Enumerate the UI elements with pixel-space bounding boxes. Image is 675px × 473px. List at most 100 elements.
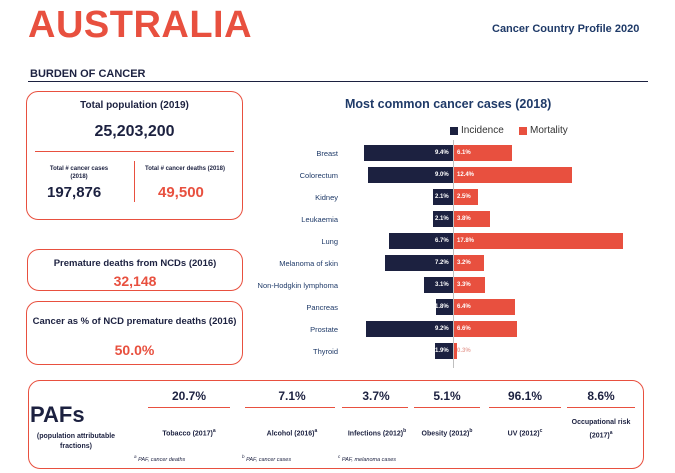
paf-subtitle: (population attributable fractions)	[36, 433, 116, 450]
incidence-bar-prostate	[365, 321, 453, 337]
paf-uv-line	[489, 407, 561, 408]
mortality-label-prostate: 6.6%	[457, 326, 471, 332]
mortality-label-kidney: 2.5%	[457, 194, 471, 200]
paf-obesity-label: Obesity (2012)	[421, 430, 470, 438]
chart-axis	[453, 140, 454, 368]
category-label-thyroid: Thyroid	[312, 347, 338, 356]
mortality-bar-leukaemia	[454, 211, 491, 227]
mortality-label-non-hodgkin-lymphoma: 3.3%	[457, 282, 471, 288]
incidence-bar-lung	[389, 233, 453, 249]
mortality-label-leukaemia: 3.8%	[457, 216, 471, 222]
paf-alcohol-value: 7.1%	[278, 389, 306, 403]
mortality-bar-thyroid	[454, 343, 457, 359]
legend-incidence-label: Incidence	[461, 125, 504, 136]
legend-mortality-swatch	[519, 126, 527, 135]
paf-note-b-sup: b	[242, 454, 245, 459]
paf-tobacco-label: Tobacco (2017)	[162, 430, 213, 438]
mortality-bar-kidney	[454, 189, 478, 205]
paf-infections-sup: b	[403, 428, 407, 434]
incidence-label-pancreas: 1.8%	[435, 304, 449, 310]
population-divider	[35, 151, 234, 152]
chart-title: Most common cancer cases (2018)	[345, 97, 552, 111]
incidence-bar-kidney	[433, 189, 453, 205]
paf-obesity-line	[414, 407, 480, 408]
mortality-label-thyroid: 0.3%	[457, 348, 471, 354]
incidence-label-kidney: 2.1%	[435, 194, 449, 200]
paf-occupational-value: 8.6%	[587, 389, 615, 403]
paf-note-a-sup: a	[134, 454, 137, 459]
legend-mortality: Mortality	[519, 125, 568, 136]
paf-alcohol-name: Alcohol (2016)a	[248, 426, 336, 439]
cancer-cases-label: Total # cancer cases (2018)	[49, 166, 109, 180]
premature-deaths-label: Premature deaths from NCDs (2016)	[53, 258, 217, 269]
incidence-bar-colorectum	[367, 167, 453, 183]
paf-infections-label: Infections (2012)	[347, 430, 404, 438]
mortality-bar-prostate	[454, 321, 517, 337]
incidence-label-prostate: 9.2%	[435, 326, 449, 332]
incidence-bar-leukaemia	[433, 211, 453, 227]
incidence-bar-breast	[363, 145, 453, 161]
mortality-bar-non-hodgkin-lymphoma	[454, 277, 486, 293]
paf-note-c-text: PAF, melanoma cases	[341, 456, 397, 463]
population-value: 25,203,200	[94, 123, 175, 140]
paf-tobacco-value: 20.7%	[171, 389, 207, 403]
paf-alcohol-label: Alcohol (2016)	[266, 430, 315, 438]
incidence-bar-thyroid	[434, 343, 453, 359]
paf-infections-value: 3.7%	[362, 389, 390, 403]
category-label-leukaemia: Leukaemia	[301, 215, 338, 224]
cases-deaths-divider	[134, 161, 135, 202]
paf-note-a-text: PAF, cancer deaths	[138, 456, 186, 463]
cancer-deaths-label: Total # cancer deaths (2018)	[145, 166, 225, 172]
incidence-label-leukaemia: 2.1%	[435, 216, 449, 222]
paf-infections-line	[342, 407, 408, 408]
cancer-cases-value: 197,876	[47, 184, 102, 201]
paf-occupational-name: Occupational risk (2017)a	[570, 418, 632, 441]
paf-alcohol-line	[245, 407, 335, 408]
paf-box	[28, 380, 644, 469]
country-title: AUSTRALIA	[28, 4, 253, 46]
incidence-label-breast: 9.4%	[435, 150, 449, 156]
incidence-bar-melanoma-of-skin	[384, 255, 453, 271]
incidence-label-non-hodgkin-lymphoma: 3.1%	[435, 282, 449, 288]
category-label-lung: Lung	[321, 237, 338, 246]
ncd-percent-box: Cancer as % of NCD premature deaths (201…	[26, 301, 243, 365]
incidence-bar-pancreas	[435, 299, 453, 315]
population-box: Total population (2019) 25,203,200 Total…	[26, 91, 243, 220]
legend-incidence-swatch	[450, 126, 458, 135]
premature-deaths-box: Premature deaths from NCDs (2016) 32,148	[27, 249, 243, 291]
paf-infections-name: Infections (2012)b	[338, 426, 416, 439]
profile-title: Cancer Country Profile 2020	[492, 23, 640, 35]
paf-uv-name: UV (2012)c	[489, 426, 561, 439]
paf-uv-sup: c	[539, 428, 543, 434]
mortality-label-colorectum: 12.4%	[457, 172, 475, 178]
incidence-label-melanoma-of-skin: 7.2%	[435, 260, 449, 266]
cancer-deaths-value: 49,500	[158, 184, 204, 201]
incidence-label-thyroid: 1.9%	[435, 348, 449, 354]
paf-note-b-text: PAF, cancer cases	[246, 456, 292, 463]
paf-alcohol-sup: a	[314, 428, 318, 434]
paf-uv-label: UV (2012)	[507, 430, 540, 438]
premature-deaths-value: 32,148	[113, 273, 157, 289]
category-label-breast: Breast	[316, 149, 338, 158]
mortality-bar-pancreas	[454, 299, 515, 315]
ncd-percent-value: 50.0%	[114, 342, 155, 358]
section-rule	[28, 81, 648, 82]
category-label-colorectum: Colorectum	[299, 171, 338, 180]
section-title: BURDEN OF CANCER	[30, 68, 146, 80]
paf-occupational-sup: a	[609, 430, 613, 436]
legend-incidence: Incidence	[450, 125, 504, 136]
incidence-label-colorectum: 9.0%	[435, 172, 449, 178]
paf-note-a: a PAF, cancer deaths	[134, 454, 185, 463]
mortality-bar-colorectum	[454, 167, 572, 183]
paf-occupational-line	[567, 407, 635, 408]
paf-note-c-sup: c	[338, 454, 341, 459]
mortality-label-lung: 17.8%	[457, 238, 475, 244]
incidence-bar-non-hodgkin-lymphoma	[423, 277, 453, 293]
paf-obesity-name: Obesity (2012)b	[412, 426, 482, 439]
paf-tobacco-name: Tobacco (2017)a	[148, 426, 230, 439]
category-label-pancreas: Pancreas	[306, 303, 338, 312]
mortality-bar-melanoma-of-skin	[454, 255, 485, 271]
mortality-label-melanoma-of-skin: 3.2%	[457, 260, 471, 266]
paf-note-b: b PAF, cancer cases	[242, 454, 291, 463]
mortality-bar-lung	[454, 233, 624, 249]
